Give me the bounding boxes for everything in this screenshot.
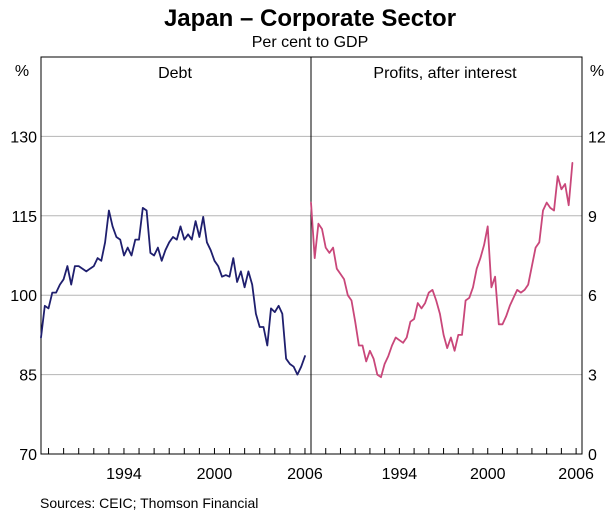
left-tick-label: 115 [11, 209, 37, 226]
right-axis-ticks: 0 3 6 9 12 [588, 129, 606, 464]
chart-title: Japan – Corporate Sector [164, 5, 456, 32]
right-axis-unit: % [590, 63, 604, 80]
x-tick-label: 1994 [106, 466, 142, 483]
chart-subtitle: Per cent to GDP [252, 34, 369, 51]
left-tick-label: 70 [19, 447, 37, 464]
debt-series-line [40, 206, 306, 376]
profits-series-line [310, 161, 574, 379]
series-layer [40, 161, 574, 379]
right-tick-label: 0 [588, 447, 597, 464]
right-tick-label: 12 [588, 129, 606, 146]
source-note: Sources: CEIC; Thomson Financial [40, 495, 258, 511]
left-tick-label: 85 [19, 368, 37, 385]
left-tick-label: 100 [10, 288, 37, 305]
left-axis-ticks: 70 85 100 115 130 [10, 129, 37, 464]
right-tick-label: 3 [588, 368, 597, 385]
x-tick-label: 2006 [558, 466, 594, 483]
panel-title-profits: Profits, after interest [373, 65, 517, 82]
x-tick-label: 2000 [197, 466, 233, 483]
left-tick-label: 130 [10, 129, 37, 146]
left-axis-unit: % [15, 63, 29, 80]
panel-title-debt: Debt [158, 65, 192, 82]
right-tick-label: 6 [588, 288, 597, 305]
x-tick-label: 2006 [287, 466, 323, 483]
x-axes: 1994 2000 2006 1994 2000 2006 [48, 448, 594, 483]
x-tick-label: 2000 [470, 466, 506, 483]
right-tick-label: 9 [588, 209, 597, 226]
x-tick-label: 1994 [382, 466, 418, 483]
